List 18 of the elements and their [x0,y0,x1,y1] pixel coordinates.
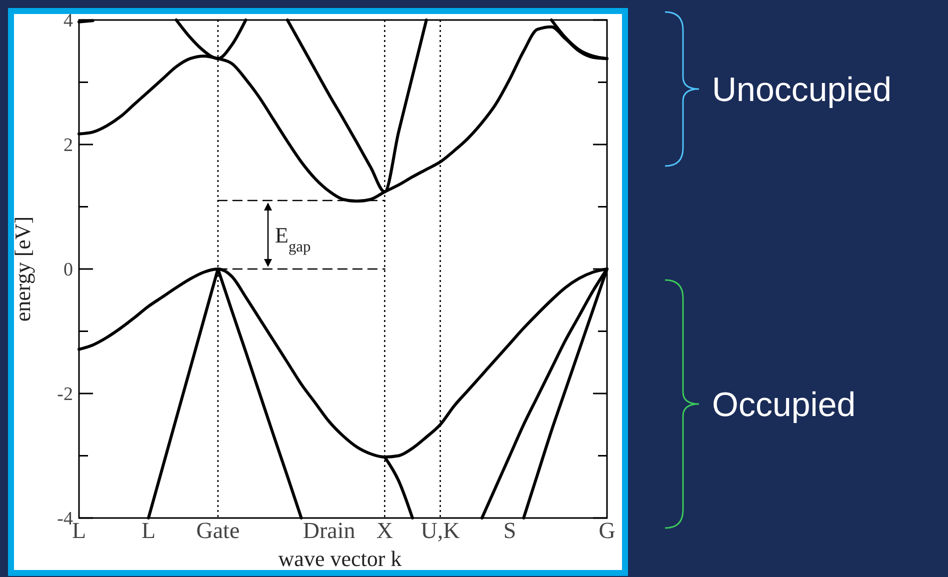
x-axis-title: wave vector k [278,546,402,571]
x-tick-label: Gate [196,518,240,543]
annotation: E$_{gap}$ [275,222,311,255]
x-tick-label: X [376,518,394,543]
y-tick-label: 4 [64,10,74,32]
y-tick-label: -2 [57,384,73,406]
y-axis-title: energy [eV] [10,216,35,322]
x-tick-label: Drain [302,518,356,543]
y-tick-label: -4 [57,508,74,530]
x-tick-label: U,K [420,518,460,543]
y-tick-label: 2 [64,135,73,156]
text: Occupied [712,386,856,424]
text: Unoccupied [712,70,892,109]
x-tick-label: S [503,518,516,543]
x-tick-label: G [598,518,616,543]
x-tick-label: L [72,518,86,543]
y-tick-label: 0 [64,260,73,281]
x-tick-label: L [141,518,156,543]
